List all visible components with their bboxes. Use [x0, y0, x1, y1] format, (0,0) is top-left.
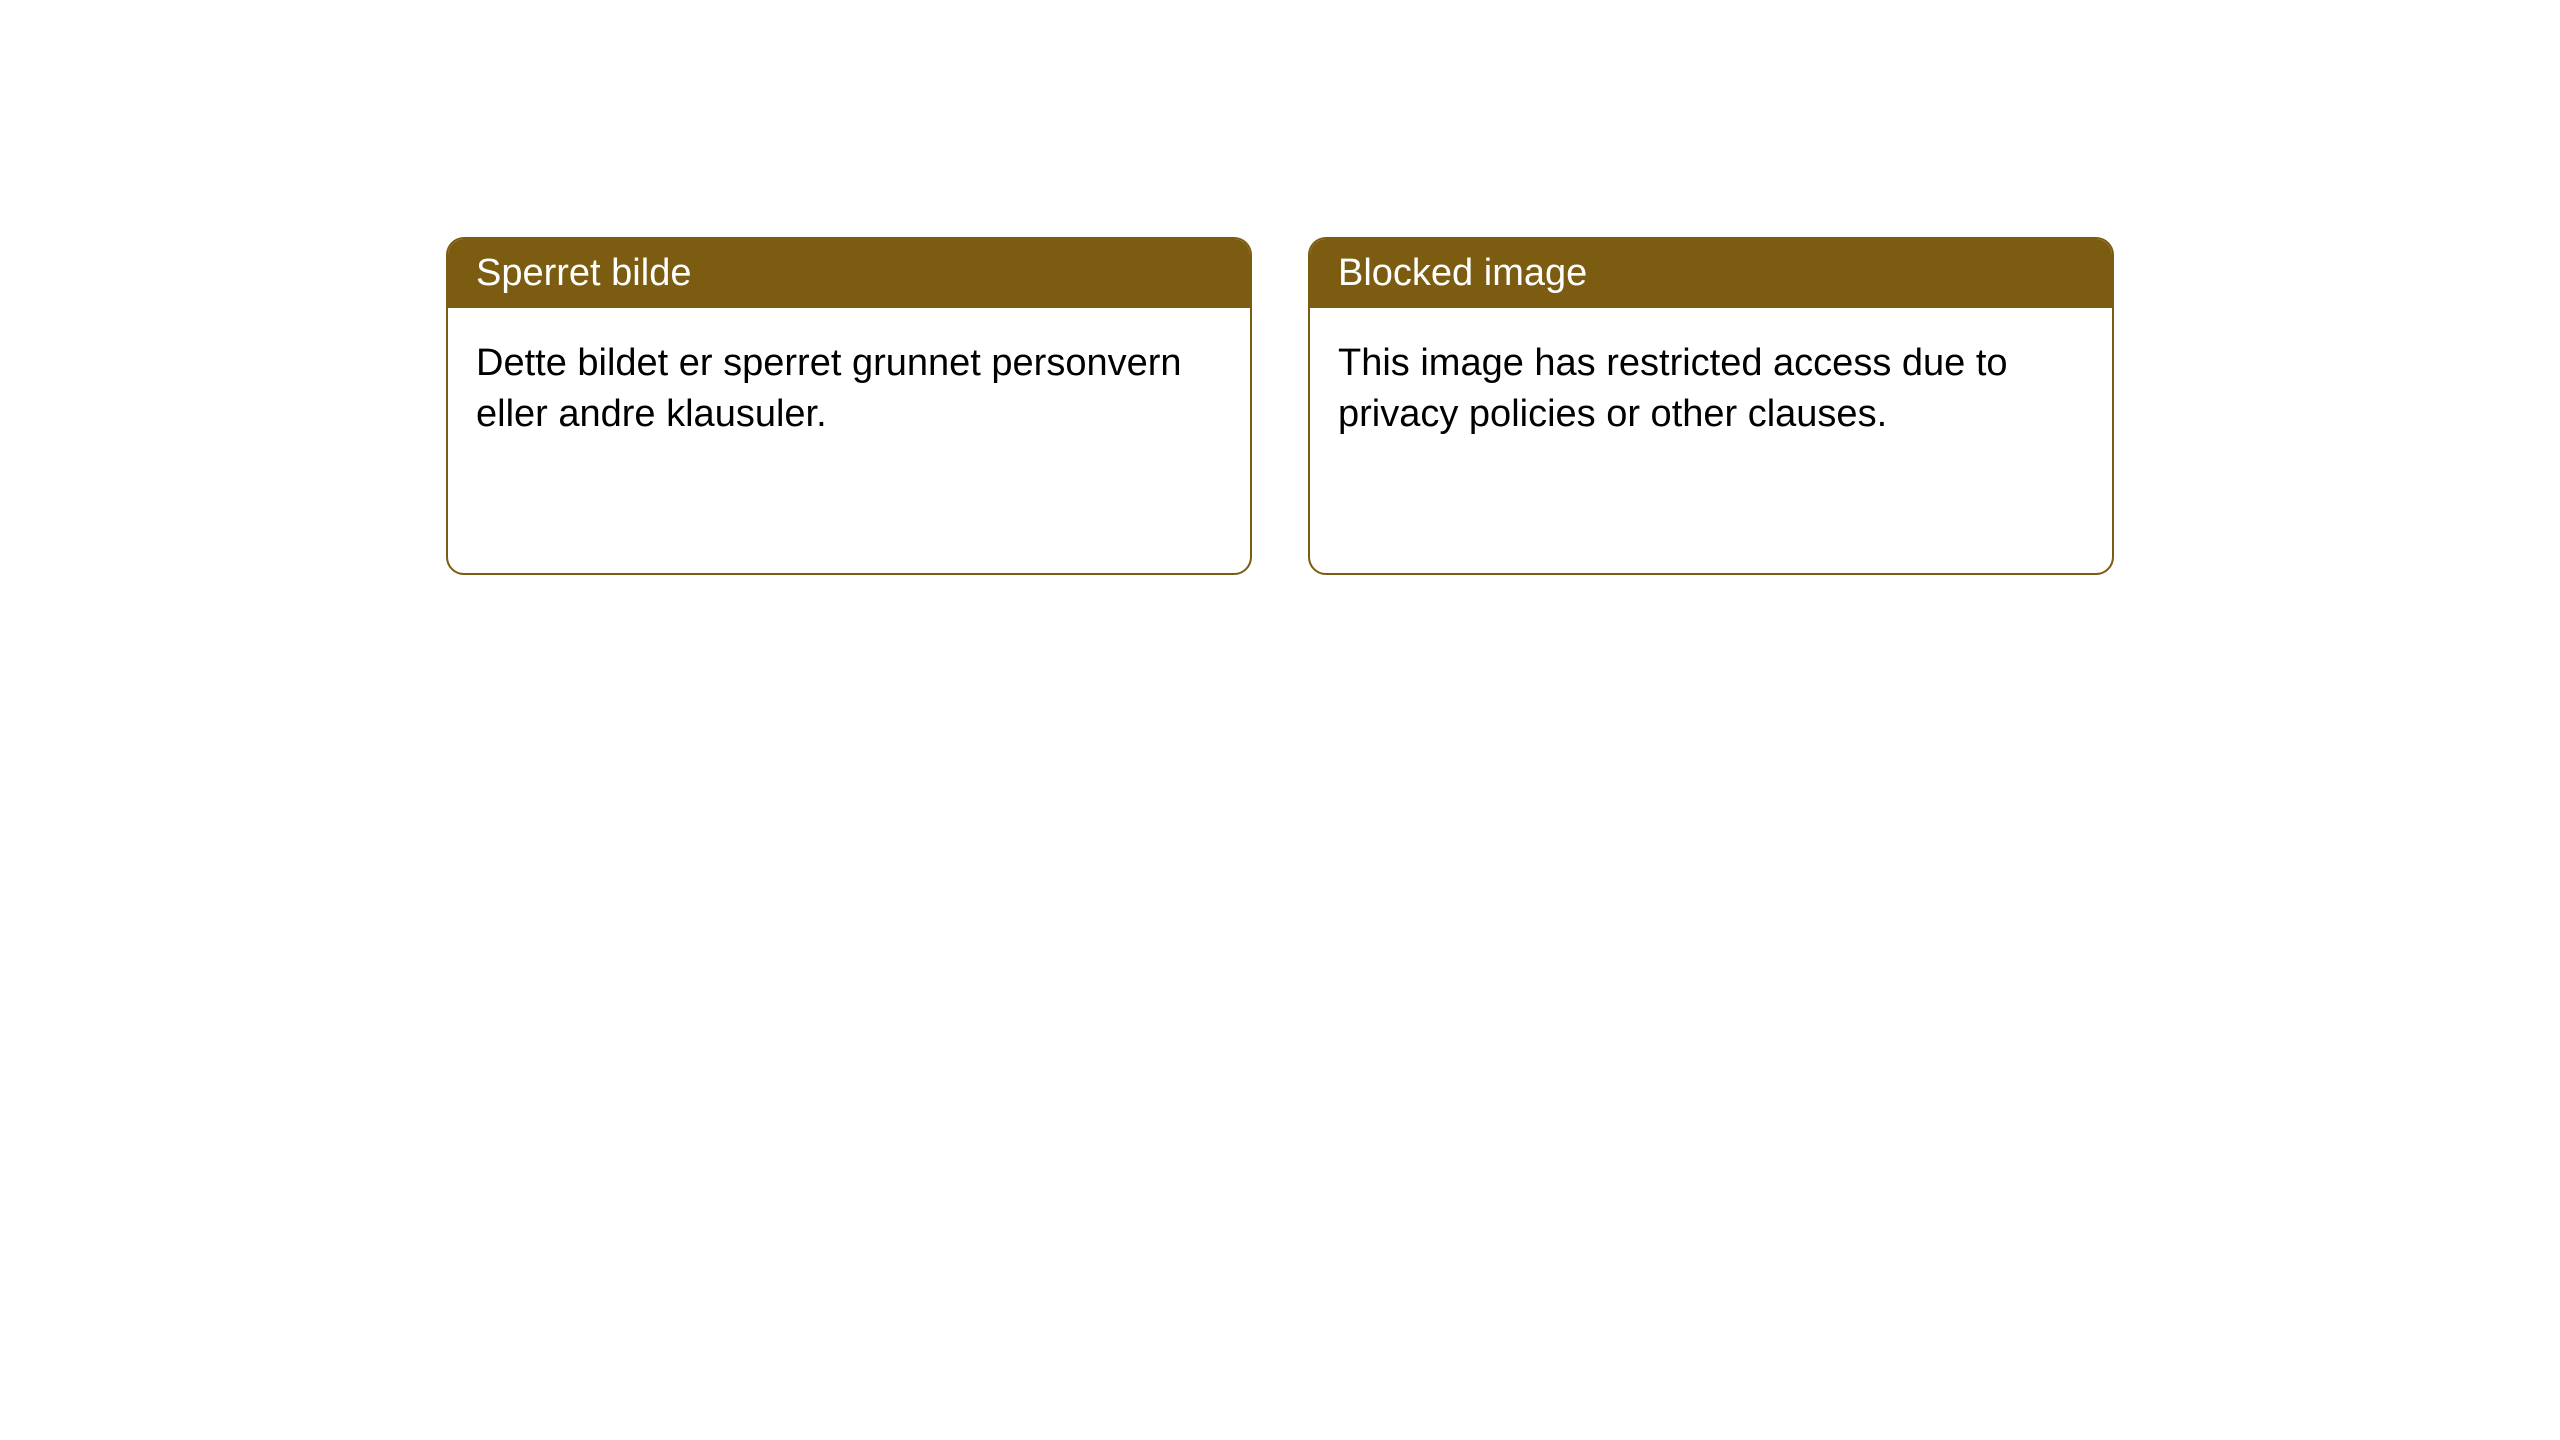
- card-body-text: This image has restricted access due to …: [1338, 342, 2008, 435]
- card-title: Sperret bilde: [476, 252, 691, 294]
- card-body: This image has restricted access due to …: [1310, 308, 2112, 471]
- card-body: Dette bildet er sperret grunnet personve…: [448, 308, 1250, 471]
- notice-card-norwegian: Sperret bilde Dette bildet er sperret gr…: [446, 237, 1252, 575]
- notice-cards-container: Sperret bilde Dette bildet er sperret gr…: [446, 237, 2114, 575]
- card-header: Blocked image: [1310, 239, 2112, 308]
- card-body-text: Dette bildet er sperret grunnet personve…: [476, 342, 1182, 435]
- card-header: Sperret bilde: [448, 239, 1250, 308]
- card-title: Blocked image: [1338, 252, 1587, 294]
- notice-card-english: Blocked image This image has restricted …: [1308, 237, 2114, 575]
